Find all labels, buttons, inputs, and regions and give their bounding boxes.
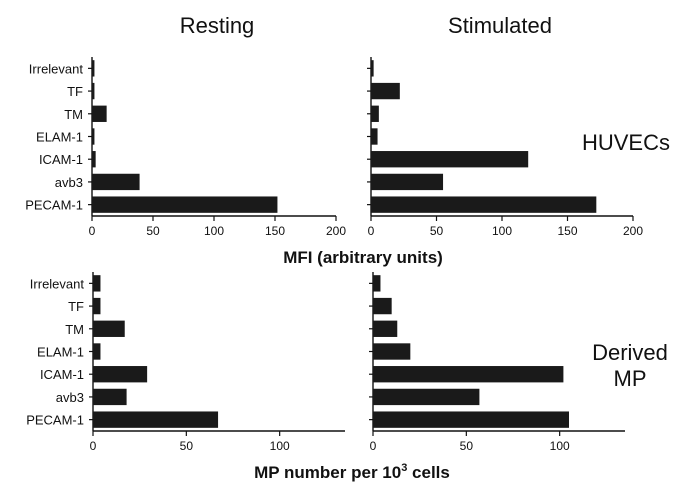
x-tick-label: 100 — [492, 224, 512, 238]
category-label: PECAM-1 — [26, 413, 84, 428]
category-label: ELAM-1 — [37, 345, 84, 360]
category-label: TF — [67, 84, 83, 99]
category-label: Irrelevant — [30, 276, 85, 291]
category-label: ICAM-1 — [40, 367, 84, 382]
x-tick-label: 50 — [460, 439, 474, 453]
column-title-stimulated: Stimulated — [448, 13, 552, 38]
panel-4: 0 50 100 — [369, 272, 625, 453]
bar — [92, 105, 107, 122]
bar — [373, 411, 569, 428]
bar — [92, 128, 95, 145]
chart-panels: Irrelevant TF TM ELAM-1 ICAM-1 avb3 PECAM-1 0 50… — [25, 57, 643, 453]
x-tick-label: 0 — [89, 224, 96, 238]
x-tick-label: 100 — [550, 439, 570, 453]
bar — [371, 105, 379, 122]
bar — [92, 173, 140, 191]
x-tick-label: 50 — [430, 224, 444, 238]
bar — [373, 366, 564, 383]
panel-3: Irrelevant TF TM ELAM-1 ICAM-1 avb3 PECAM-1 0 50… — [26, 272, 345, 453]
bar — [371, 128, 378, 145]
category-label: avb3 — [56, 390, 84, 405]
bar — [371, 196, 597, 213]
row-label-derived-mp-line: Derived — [592, 340, 668, 365]
x-tick-label: 0 — [90, 439, 97, 453]
bar — [92, 151, 96, 168]
category-label: avb3 — [55, 175, 83, 190]
bar — [373, 297, 392, 315]
x-tick-label: 50 — [146, 224, 160, 238]
bar — [93, 320, 125, 337]
axis-label-mfi: MFI (arbitrary units) — [283, 248, 443, 267]
category-label: ICAM-1 — [39, 152, 83, 167]
axis-label-mp-number-suffix: cells — [407, 463, 450, 482]
bar — [93, 411, 219, 428]
column-title-resting: Resting — [180, 13, 255, 38]
bar — [93, 297, 101, 315]
row-label-derived-mp: Derived MP — [592, 340, 668, 391]
x-tick-label: 200 — [623, 224, 643, 238]
bar — [93, 388, 127, 406]
x-tick-label: 200 — [326, 224, 346, 238]
bar — [371, 60, 374, 77]
bar — [371, 82, 400, 100]
bar — [371, 151, 529, 168]
axis-label-mp-number: MP number per 103 cells — [254, 462, 450, 482]
bar — [92, 82, 95, 100]
category-label: PECAM-1 — [25, 198, 83, 213]
bar — [373, 343, 411, 360]
x-tick-label: 150 — [557, 224, 577, 238]
row-label-huvecs: HUVECs — [582, 130, 670, 155]
category-label: TM — [65, 322, 84, 337]
bar — [371, 173, 444, 191]
panel-2: 0 50 100 150 200 — [367, 57, 643, 238]
bar — [373, 275, 381, 292]
axis-label-mp-number-exponent: 3 — [401, 462, 407, 474]
bar — [92, 60, 95, 77]
bar — [373, 320, 398, 337]
row-label-derived-mp-line: MP — [614, 366, 647, 391]
bar — [93, 366, 148, 383]
x-tick-label: 150 — [265, 224, 285, 238]
x-tick-label: 100 — [270, 439, 290, 453]
x-tick-label: 100 — [204, 224, 224, 238]
axis-label-mp-number-base: MP number per 10 — [254, 463, 401, 482]
category-label: ELAM-1 — [36, 130, 83, 145]
panel-1: Irrelevant TF TM ELAM-1 ICAM-1 avb3 PECAM-1 0 50… — [25, 57, 346, 238]
x-tick-label: 0 — [368, 224, 375, 238]
bar — [93, 275, 101, 292]
bar — [92, 196, 278, 213]
x-tick-label: 50 — [180, 439, 194, 453]
category-label: Irrelevant — [29, 61, 84, 76]
category-label: TF — [68, 299, 84, 314]
bar — [373, 388, 480, 406]
bar — [93, 343, 101, 360]
category-label: TM — [64, 107, 83, 122]
x-tick-label: 0 — [370, 439, 377, 453]
